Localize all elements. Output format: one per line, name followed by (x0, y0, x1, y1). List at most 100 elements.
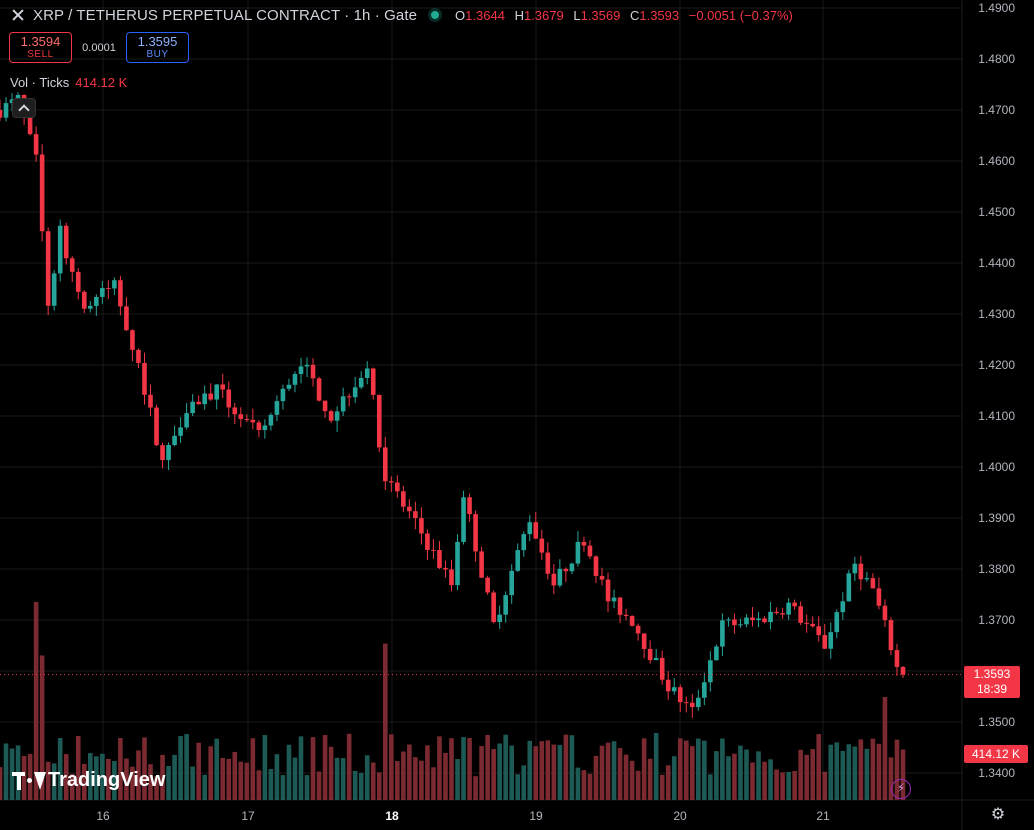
close-icon[interactable] (11, 8, 25, 22)
tradingview-logo-icon (12, 771, 46, 790)
volume-bar (503, 734, 508, 800)
volume-bar (708, 774, 713, 800)
candle-body (358, 377, 364, 388)
candle-body (894, 650, 900, 667)
tradingview-brand[interactable]: TradingView (12, 769, 165, 792)
candle-body (196, 401, 201, 405)
volume-legend-label: Vol · Ticks (10, 75, 70, 90)
y-tick-label: 1.4400 (978, 256, 1015, 270)
volume-bar (346, 733, 352, 800)
candle-body (557, 568, 563, 586)
candle-body (816, 626, 822, 636)
volume-bar (413, 757, 418, 800)
candle-body (611, 597, 617, 602)
volume-bar (88, 753, 93, 800)
volume-bar (352, 770, 358, 800)
volume-bar (69, 773, 75, 800)
candle-body (75, 271, 81, 292)
volume-bar (509, 745, 514, 800)
candle-body (142, 362, 147, 395)
volume-bar (196, 742, 201, 800)
volume-bar (659, 774, 665, 800)
price-axis[interactable]: 1.34001.35001.36001.37001.38001.39001.40… (978, 1, 1015, 780)
volume-bar (533, 746, 539, 800)
y-tick-label: 1.3900 (978, 511, 1015, 525)
market-status-icon (431, 11, 440, 19)
candle-body (401, 491, 406, 507)
candle-body (810, 623, 815, 627)
volume-bar (720, 738, 725, 800)
volume-bar (762, 761, 767, 800)
candle-body (395, 482, 400, 492)
candle-body (774, 611, 779, 614)
volume-bar (124, 758, 129, 800)
y-tick-label: 1.4700 (978, 103, 1015, 117)
candle-body (51, 273, 57, 306)
volume-bar (142, 737, 147, 800)
candle-body (780, 613, 785, 615)
volume-bar (479, 746, 484, 800)
candle-body (671, 687, 677, 692)
candle-body (443, 567, 448, 570)
volume-bar (33, 602, 39, 800)
volume-bar (467, 738, 472, 800)
volume-bar (376, 772, 382, 800)
volume-bar (250, 738, 256, 800)
candle-body (659, 657, 665, 680)
lightning-icon[interactable]: ⚡ (891, 779, 911, 799)
volume-bar (395, 761, 400, 800)
candle-body (63, 225, 69, 259)
candle-body (762, 618, 767, 623)
volume-bar (39, 655, 45, 800)
settings-gear-icon[interactable]: ⚙ (990, 806, 1006, 823)
buy-button[interactable]: 1.3595 BUY (126, 32, 189, 63)
volume-bar (750, 762, 755, 800)
candle-body (364, 368, 370, 378)
candle-body (665, 679, 671, 692)
volume-bar (828, 744, 834, 800)
volume-bar (100, 753, 105, 800)
last-price-value: 1.3593 (973, 667, 1011, 681)
candle-body (455, 541, 460, 586)
volume-bar (587, 773, 593, 800)
volume-bar (382, 643, 388, 800)
volume-bar (63, 754, 69, 800)
symbol-legend: XRP / TETHERUS PERPETUAL CONTRACT · 1h ·… (0, 0, 793, 30)
candle-body (328, 411, 334, 421)
volume-bar (653, 732, 659, 800)
volume-bar (732, 753, 737, 800)
y-tick-label: 1.4500 (978, 205, 1015, 219)
volume-bar (27, 753, 33, 800)
volume-bar (232, 751, 238, 800)
candle-body (647, 648, 653, 661)
close-value: 1.3593 (639, 7, 680, 23)
volume-bar (882, 697, 888, 800)
collapse-chevron-icon[interactable] (12, 98, 36, 118)
candle-body (786, 602, 791, 615)
time-axis[interactable]: 16 17 18 19 20 21 (96, 809, 830, 823)
candle-body (840, 601, 846, 613)
volume-bar (130, 766, 135, 800)
candle-body (292, 374, 298, 385)
volume-bar (184, 734, 189, 800)
candle-body (533, 522, 539, 539)
candle-body (81, 291, 87, 309)
candle-body (304, 364, 310, 367)
volume-bar (172, 754, 177, 800)
candle-body (322, 400, 328, 412)
candle-body (563, 568, 569, 572)
volume-bar (298, 736, 304, 800)
sell-button[interactable]: 1.3594 SELL (9, 32, 72, 63)
symbol-title[interactable]: XRP / TETHERUS PERPETUAL CONTRACT · 1h ·… (33, 6, 418, 24)
volume-bar (190, 766, 195, 800)
volume-legend[interactable]: Vol · Ticks 414.12 K (10, 75, 127, 90)
candle-body (702, 682, 707, 698)
candle-body (407, 506, 412, 512)
y-tick-label: 1.4300 (978, 307, 1015, 321)
volume-bar (551, 744, 557, 800)
candle-body (27, 117, 33, 135)
volume-bar (744, 749, 749, 800)
candle-body (154, 407, 159, 446)
